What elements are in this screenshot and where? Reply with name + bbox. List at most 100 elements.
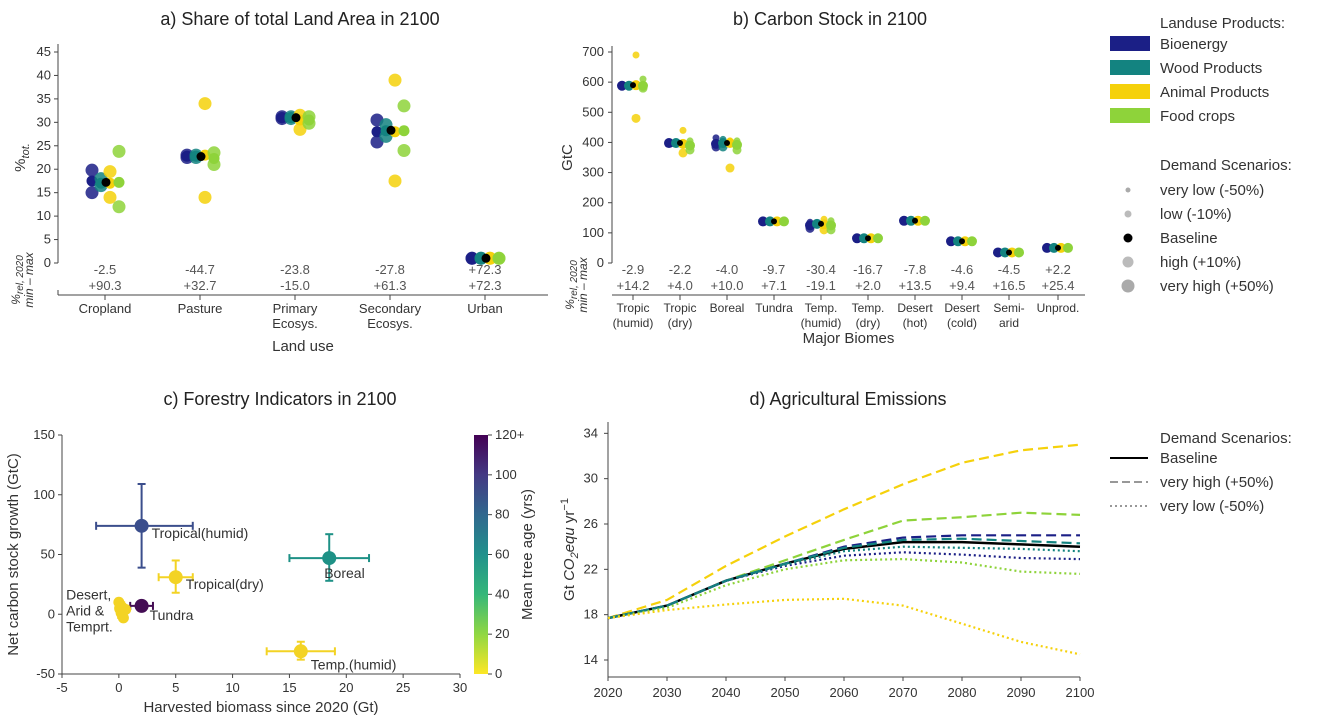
panel-b-y-tick-label: 300 (582, 165, 604, 180)
panel-b-point-very-high (639, 75, 647, 83)
panel-c-point (293, 644, 308, 659)
panel-b-range-max: +4.0 (667, 278, 693, 293)
panel-b-range-min: -9.7 (763, 262, 785, 277)
panel-b-point-food-crops (1063, 242, 1073, 253)
panel-b-y-tick-label: 200 (582, 195, 604, 210)
panel-a-y-tick-label: 5 (44, 232, 51, 247)
panel-a-range-max: +61.3 (374, 278, 407, 293)
panel-b-range-min: -4.6 (951, 262, 973, 277)
legend-products-title: Landuse Products: (1160, 15, 1285, 32)
panel-a-range-label: %rel, 2020 (9, 255, 26, 305)
panel-b-range-max: +14.2 (617, 278, 650, 293)
panel-b-range-min: -4.5 (998, 262, 1020, 277)
panel-c-y-tick-label: 50 (41, 547, 55, 562)
panel-b-point-baseline (724, 140, 730, 147)
panel-d-x-tick-label: 2070 (889, 685, 918, 700)
panel-b-point-baseline (677, 140, 683, 147)
panel-b-point-baseline (1055, 244, 1061, 251)
panel-b-point-very-low (725, 163, 735, 173)
legend-demand-marker (1123, 233, 1133, 243)
panel-b-point-very-high (679, 126, 687, 134)
panel-a-x-label: Land use (272, 338, 334, 355)
panel-a-point-very-low (388, 174, 402, 188)
panel-c-y-label: Net carbon stock growth (GtC) (5, 453, 22, 656)
panel-b-range-max: -19.1 (806, 278, 836, 293)
panel-c-point (134, 598, 149, 613)
panel-d-y-tick-label: 30 (584, 471, 598, 486)
panel-a-x-tick-label: Urban (467, 301, 502, 316)
panel-a-point-very-low (112, 200, 126, 214)
panel-a-y-tick-label: 15 (37, 185, 51, 200)
legend-demand-marker (1121, 279, 1135, 293)
panel-c-point-label: Tundra (150, 607, 194, 623)
panel-c-colorbar (474, 435, 488, 674)
panel-d-line-animal-products-very-high-50- (607, 443, 1081, 620)
panel-a-x-tick-label: Ecosys. (272, 316, 318, 331)
panel-b-x-tick-label: arid (999, 316, 1019, 330)
panel-a-x-tick-label: Secondary (359, 301, 422, 316)
legend-swatch-wood-products (1110, 60, 1150, 75)
panel-c-x-tick-label: 20 (339, 680, 353, 695)
panel-d-x-tick-label: 2060 (830, 685, 859, 700)
panel-b-point-food-crops (873, 233, 883, 244)
panel-a-point-very-low (103, 190, 117, 204)
panel-a-point-very-high (397, 99, 411, 113)
panel-b-y-tick-label: 100 (582, 225, 604, 240)
panel-d-x-tick-label: 2020 (594, 685, 623, 700)
panel-a-point-food-crops (208, 152, 220, 164)
panel-b-point-food-crops (967, 236, 977, 247)
panel-b-x-tick-label: Boreal (710, 301, 745, 315)
panel-b-point-very-low (631, 113, 641, 123)
panel-a-point-very-high (85, 163, 99, 177)
panel-c-colorbar-tick-label: 100 (495, 467, 517, 482)
panel-b-x-label: Major Biomes (803, 330, 895, 347)
legend-demand-title: Demand Scenarios: (1160, 157, 1292, 174)
panel-a-point-food-crops (398, 125, 410, 137)
panel-a-title: a) Share of total Land Area in 2100 (160, 9, 439, 29)
panel-b-x-tick-label: Tundra (755, 301, 793, 315)
panel-a-point-very-low (397, 143, 411, 157)
panel-b-range-label-2: min – max (576, 256, 590, 312)
panel-b-range-label: %rel, 2020 (563, 260, 580, 310)
panel-b-point-very-low (678, 148, 688, 158)
panel-a-range-label-2: min – max (22, 251, 36, 307)
panel-b-title: b) Carbon Stock in 2100 (733, 9, 927, 29)
panel-b-point-baseline (865, 235, 871, 242)
panel-d-line-food-crops-very-low-50- (607, 557, 1081, 620)
legend-emissions-label: very low (-50%) (1160, 498, 1264, 515)
panel-a-range-max: -15.0 (280, 278, 310, 293)
panel-b-range-min: -16.7 (853, 262, 883, 277)
panel-c-desert-point (117, 612, 129, 624)
panel-a-point-food-crops (493, 252, 505, 264)
panel-b-point-food-crops (1014, 247, 1024, 258)
panel-c-point-label: Boreal (324, 565, 364, 581)
panel-b-x-tick-label: (humid) (613, 316, 654, 330)
panel-c-x-label: Harvested biomass since 2020 (Gt) (143, 699, 378, 716)
panel-a-point-very-high (388, 73, 402, 87)
panel-c-point-label: Temprt. (66, 618, 113, 634)
panel-a-y-label-sub: tot. (20, 143, 32, 158)
panel-c-colorbar-tick-label: 80 (495, 507, 509, 522)
panel-b-y-tick-label: 400 (582, 134, 604, 149)
panel-b-range-max: +10.0 (711, 278, 744, 293)
panel-c-point-label: Arid & (66, 602, 105, 618)
panel-d-x-tick-label: 2100 (1066, 685, 1095, 700)
panel-b-x-tick-label: Temp. (805, 301, 838, 315)
panel-a-point-baseline (291, 113, 301, 123)
panel-d-y-label-prefix: Gt (561, 581, 578, 601)
panel-b-range-label-sub: rel, 2020 (569, 260, 580, 299)
panel-b-y-tick-label: 500 (582, 104, 604, 119)
panel-d-y-tick-label: 34 (584, 425, 598, 440)
panel-b-point-food-crops (779, 216, 789, 227)
panel-d-y-label: Gt CO2equ yr−1 (559, 498, 581, 601)
panel-d-line-food-crops-very-high-50- (607, 511, 1081, 620)
panel-a-point-baseline (481, 253, 491, 263)
legend-label-bioenergy: Bioenergy (1160, 36, 1228, 53)
panel-c-colorbar-tick-label: 60 (495, 547, 509, 562)
legend-label-wood-products: Wood Products (1160, 60, 1262, 77)
panel-b-point-very-high (632, 51, 640, 59)
panel-a-x-tick-label: Cropland (79, 301, 132, 316)
panel-a-point-bioenergy (466, 252, 478, 264)
panel-a-range-min: -2.5 (94, 262, 116, 277)
